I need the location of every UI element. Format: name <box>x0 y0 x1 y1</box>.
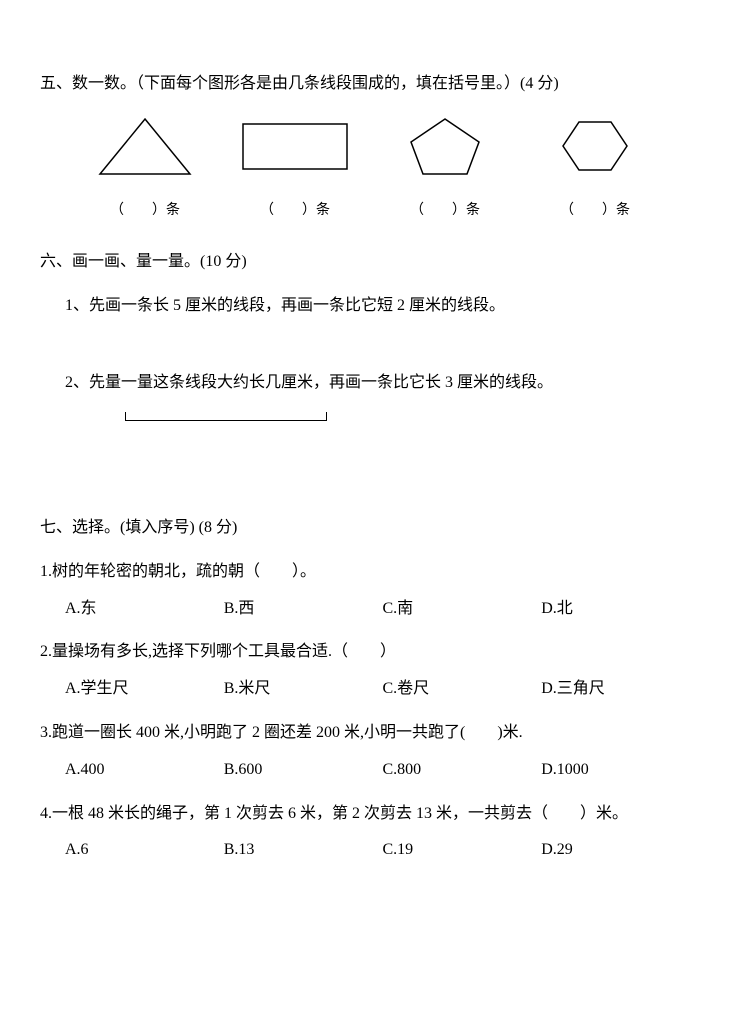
shapes-row <box>70 114 670 190</box>
q2-opt-c: C.卷尺 <box>383 675 542 704</box>
shape-label-3: （ ）条 <box>370 198 520 223</box>
q1-stem: 1.树的年轮密的朝北，疏的朝（ ）。 <box>40 558 700 587</box>
q3-stem: 3.跑道一圈长 400 米,小明跑了 2 圈还差 200 米,小明一共跑了( )… <box>40 719 700 748</box>
q4-opt-a: A.6 <box>65 836 224 865</box>
shape-label-2: （ ）条 <box>220 198 370 223</box>
shape-hexagon <box>520 114 670 190</box>
q1-opt-c: C.南 <box>383 595 542 624</box>
shape-label-1: （ ）条 <box>70 198 220 223</box>
q3-opt-b: B.600 <box>224 756 383 785</box>
shape-rectangle <box>220 114 370 190</box>
q2-opt-a: A.学生尺 <box>65 675 224 704</box>
q4-options: A.6 B.13 C.19 D.29 <box>65 836 700 865</box>
shape-labels-row: （ ）条 （ ）条 （ ）条 （ ）条 <box>70 198 670 223</box>
q2-options: A.学生尺 B.米尺 C.卷尺 D.三角尺 <box>65 675 700 704</box>
q4-opt-b: B.13 <box>224 836 383 865</box>
q3-opt-a: A.400 <box>65 756 224 785</box>
shape-label-4: （ ）条 <box>520 198 670 223</box>
q4-opt-c: C.19 <box>383 836 542 865</box>
q2-stem: 2.量操场有多长,选择下列哪个工具最合适.（ ） <box>40 638 700 667</box>
q3-opt-d: D.1000 <box>541 756 700 785</box>
q4-opt-d: D.29 <box>541 836 700 865</box>
section6-item2: 2、先量一量这条线段大约长几厘米，再画一条比它长 3 厘米的线段。 <box>65 369 700 398</box>
section5-title: 五、数一数。（下面每个图形各是由几条线段围成的，填在括号里。）(4 分) <box>40 70 700 99</box>
q4-stem: 4.一根 48 米长的绳子，第 1 次剪去 6 米，第 2 次剪去 13 米，一… <box>40 800 700 829</box>
q3-opt-c: C.800 <box>383 756 542 785</box>
section7-title: 七、选择。(填入序号) (8 分) <box>40 514 700 543</box>
shape-triangle <box>70 114 220 190</box>
q3-options: A.400 B.600 C.800 D.1000 <box>65 756 700 785</box>
measure-line-segment <box>40 410 700 439</box>
q1-opt-a: A.东 <box>65 595 224 624</box>
q2-opt-d: D.三角尺 <box>541 675 700 704</box>
shape-pentagon <box>370 114 520 190</box>
section6-title: 六、画一画、量一量。(10 分) <box>40 248 700 277</box>
q1-options: A.东 B.西 C.南 D.北 <box>65 595 700 624</box>
q1-opt-d: D.北 <box>541 595 700 624</box>
section6-item1: 1、先画一条长 5 厘米的线段，再画一条比它短 2 厘米的线段。 <box>65 292 700 321</box>
q2-opt-b: B.米尺 <box>224 675 383 704</box>
q1-opt-b: B.西 <box>224 595 383 624</box>
